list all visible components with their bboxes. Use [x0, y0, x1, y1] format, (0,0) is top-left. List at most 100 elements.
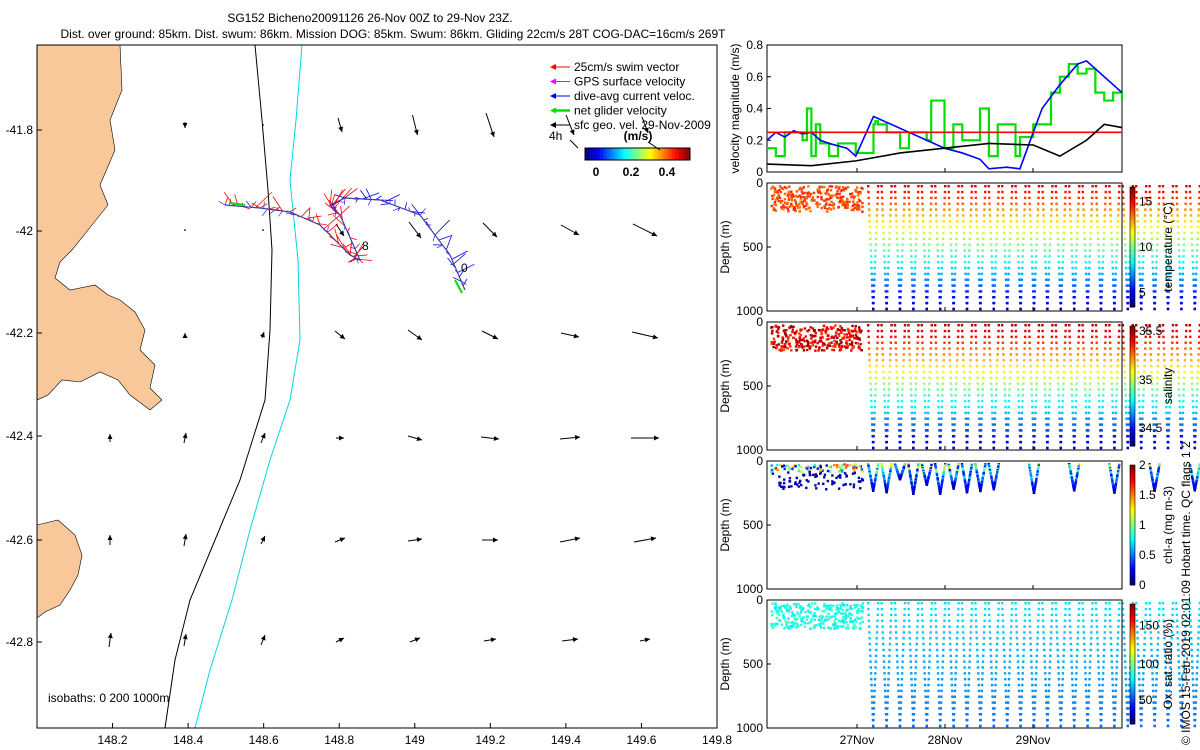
data-point: [1085, 429, 1089, 432]
data-point: [823, 605, 826, 608]
track-vector: [397, 207, 401, 212]
data-point: [994, 388, 998, 391]
data-point: [967, 689, 970, 693]
data-point: [783, 344, 786, 348]
data-point: [1114, 266, 1118, 270]
data-point: [965, 429, 968, 432]
track-vector: [349, 237, 357, 241]
data-point: [990, 388, 993, 391]
data-point: [800, 470, 803, 474]
track-label: 8: [362, 239, 369, 253]
data-point: [969, 214, 973, 217]
data-point: [1168, 405, 1171, 409]
data-point: [989, 376, 993, 380]
data-point: [886, 423, 889, 426]
data-point: [991, 417, 994, 420]
data-point: [940, 399, 944, 403]
data-point: [940, 481, 944, 484]
data-point: [1104, 329, 1107, 333]
data-point: [1043, 376, 1046, 380]
data-point: [979, 489, 982, 493]
data-point: [1090, 202, 1094, 205]
colorbar-cell: [1130, 292, 1135, 296]
data-point: [983, 208, 986, 211]
data-point: [1195, 272, 1198, 276]
data-point: [1002, 364, 1006, 368]
data-point: [788, 205, 792, 208]
data-point: [1089, 359, 1093, 362]
data-point: [997, 607, 1000, 611]
data-point: [939, 486, 943, 490]
data-point: [942, 231, 945, 235]
data-point: [812, 473, 815, 477]
data-point: [1117, 353, 1120, 356]
track-vector: [255, 191, 273, 208]
data-point: [996, 353, 999, 356]
data-point: [977, 482, 981, 485]
data-point: [962, 473, 966, 477]
data-point: [1087, 429, 1090, 432]
data-point: [897, 701, 901, 704]
data-point: [1001, 185, 1004, 188]
data-point: [1008, 249, 1011, 252]
data-point: [1123, 364, 1126, 368]
track-vector: [340, 187, 353, 201]
data-point: [1096, 237, 1100, 241]
data-point: [1170, 208, 1174, 211]
data-point: [894, 196, 897, 200]
data-point: [1059, 440, 1063, 444]
data-point: [961, 208, 965, 211]
data-point: [1148, 329, 1152, 333]
colorbar-cell: [1130, 350, 1135, 353]
colorbar-cell: [1130, 410, 1135, 413]
data-point: [956, 214, 959, 217]
data-point: [824, 192, 827, 195]
data-point: [1023, 196, 1027, 200]
colorbar-cell: [1130, 525, 1135, 528]
data-point: [908, 220, 912, 223]
data-point: [964, 701, 968, 704]
data-point: [867, 347, 871, 350]
data-point: [843, 333, 846, 336]
data-point: [924, 689, 927, 693]
data-point: [1100, 296, 1103, 299]
data-point: [1115, 388, 1118, 391]
data-point: [815, 487, 818, 490]
data-point: [778, 196, 782, 199]
data-point: [873, 405, 877, 409]
data-point: [888, 654, 891, 658]
colorbar-cell: [599, 148, 601, 160]
data-point: [1196, 243, 1199, 246]
data-point: [1112, 278, 1115, 281]
data-point: [882, 237, 885, 241]
data-point: [928, 642, 932, 646]
data-point: [805, 339, 809, 342]
data-point: [791, 466, 795, 469]
data-point: [1143, 370, 1146, 374]
data-point: [1135, 208, 1139, 211]
data-point: [984, 185, 987, 188]
data-point: [1154, 272, 1158, 276]
data-point: [801, 187, 804, 191]
data-point: [850, 464, 853, 467]
data-point: [897, 272, 900, 276]
data-point: [840, 188, 844, 192]
data-point: [810, 617, 813, 621]
data-point: [910, 405, 913, 409]
data-point: [975, 469, 978, 472]
data-point: [1015, 631, 1018, 634]
data-point: [1014, 607, 1018, 611]
data-point: [1189, 347, 1192, 350]
data-point: [1116, 370, 1119, 374]
data-point: [1041, 341, 1045, 344]
data-point: [956, 335, 960, 339]
data-point: [786, 194, 790, 198]
data-point: [894, 353, 898, 356]
data-point: [974, 464, 977, 467]
data-point: [836, 192, 839, 196]
data-point: [889, 619, 893, 622]
data-point: [799, 200, 803, 204]
data-point: [929, 359, 932, 362]
data-point: [1033, 278, 1037, 281]
